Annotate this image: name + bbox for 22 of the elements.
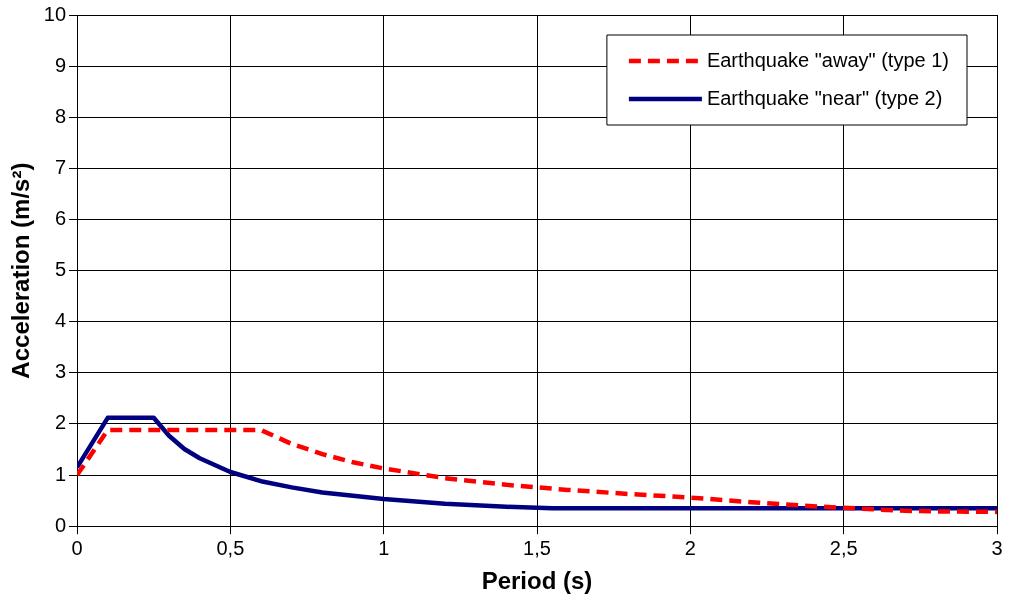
legend-label: Earthquake "near" (type 2) <box>706 86 943 109</box>
x-tick-label: 1 <box>378 536 390 559</box>
y-tick-label: 5 <box>54 258 67 281</box>
y-tick-label: 0 <box>54 513 67 536</box>
x-axis-title: Period (s) <box>481 567 593 595</box>
x-tick-label: 0 <box>71 536 83 559</box>
y-tick-label: 3 <box>54 360 67 383</box>
x-tick-label: 3 <box>991 536 1003 559</box>
x-tick-label: 0,5 <box>216 536 245 559</box>
y-tick-label: 4 <box>54 309 67 332</box>
y-tick-label: 8 <box>54 104 67 127</box>
y-tick-label: 10 <box>43 2 67 25</box>
y-tick-label: 6 <box>54 207 67 229</box>
y-tick-label: 1 <box>54 462 67 485</box>
y-tick-label: 9 <box>54 53 67 76</box>
y-axis-title: Acceleration (m/s²) <box>7 162 35 379</box>
x-tick-label: 2 <box>684 536 696 559</box>
x-tick-label: 2,5 <box>829 536 858 559</box>
legend-label: Earthquake "away" (type 1) <box>706 48 950 71</box>
x-tick-label: 1,5 <box>523 536 551 559</box>
y-tick-label: 2 <box>54 411 67 434</box>
y-tick-label: 7 <box>54 155 67 178</box>
